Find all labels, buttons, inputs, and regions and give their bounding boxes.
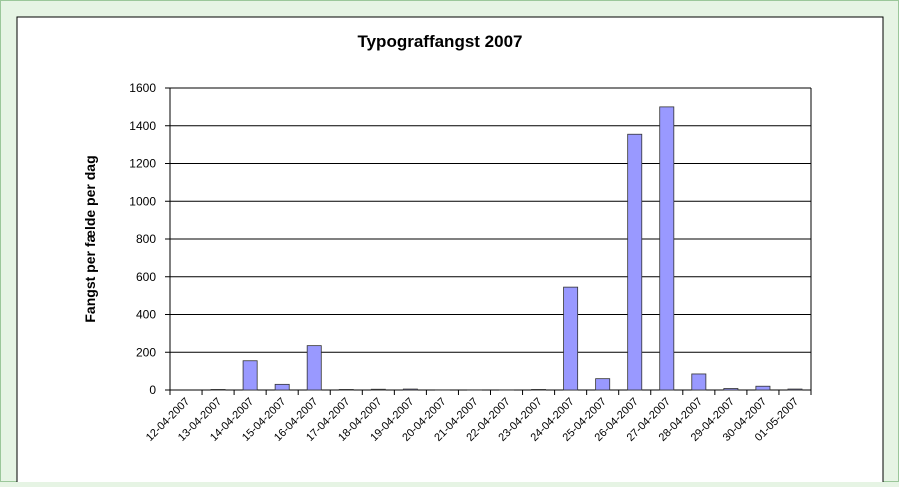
bar <box>403 389 417 390</box>
y-tick-label: 600 <box>136 270 156 284</box>
bar <box>660 107 674 390</box>
bar <box>692 374 706 390</box>
y-tick-label: 1400 <box>129 119 156 133</box>
bar <box>243 361 257 390</box>
bar <box>628 134 642 390</box>
bar <box>596 379 610 390</box>
bar <box>371 389 385 390</box>
bar <box>788 389 802 390</box>
bar <box>339 389 353 390</box>
y-tick-label: 1200 <box>129 157 156 171</box>
bar <box>275 384 289 390</box>
y-axis-label: Fangst per fælde per dag <box>82 155 98 322</box>
chart-title: Typograffangst 2007 <box>357 32 522 51</box>
y-tick-label: 1600 <box>129 81 156 95</box>
bar <box>532 389 546 390</box>
y-tick-label: 400 <box>136 308 156 322</box>
y-tick-label: 1000 <box>129 194 156 208</box>
bar <box>564 287 578 390</box>
bar <box>756 386 770 390</box>
bar <box>211 389 225 390</box>
bar <box>724 388 738 390</box>
y-tick-label: 0 <box>149 383 156 397</box>
y-tick-label: 200 <box>136 345 156 359</box>
y-tick-label: 800 <box>136 232 156 246</box>
bar <box>307 346 321 390</box>
